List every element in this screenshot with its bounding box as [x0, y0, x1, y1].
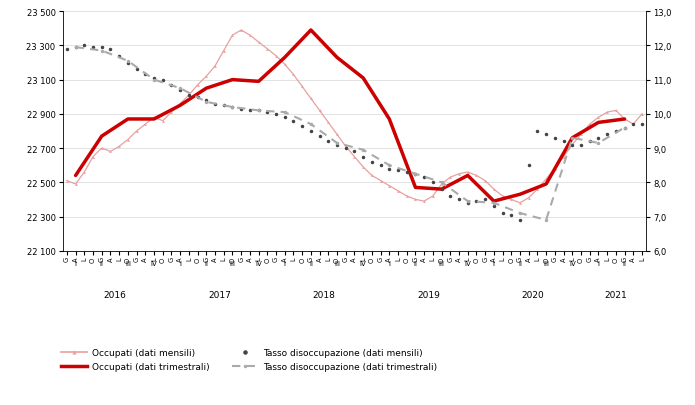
- Text: 2021: 2021: [605, 290, 627, 299]
- Text: 2017: 2017: [208, 290, 231, 299]
- Text: 2019: 2019: [417, 290, 440, 299]
- Legend: Occupati (dati mensili), Occupati (dati trimestrali), Tasso disoccupazione (dati: Occupati (dati mensili), Occupati (dati …: [61, 348, 437, 371]
- Text: 2018: 2018: [313, 290, 336, 299]
- Text: 2020: 2020: [522, 290, 544, 299]
- Text: 2016: 2016: [104, 290, 126, 299]
